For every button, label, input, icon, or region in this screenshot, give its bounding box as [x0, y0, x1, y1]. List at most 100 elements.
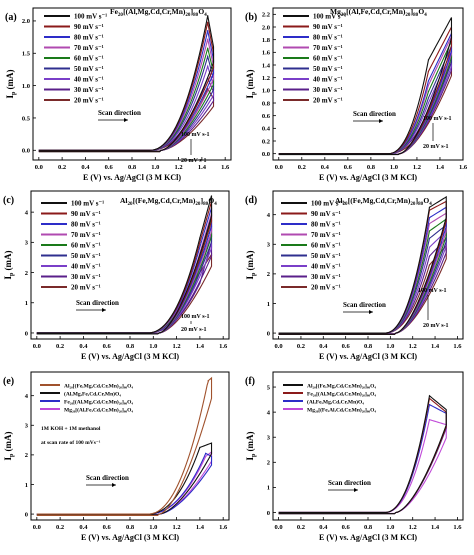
arrow-head: [369, 310, 373, 314]
x-tick-label: 0.0: [275, 343, 283, 350]
note-high-rate: 100 mV s-1: [181, 132, 210, 138]
title-subscript: 4: [424, 13, 427, 18]
series-peak-point: [427, 84, 430, 86]
x-tick-label: 1.4: [436, 164, 445, 171]
title-subscript: 4: [204, 13, 207, 18]
x-tick-label: 1.6: [221, 164, 230, 171]
y-tick-label: 1.5: [22, 51, 31, 58]
x-tick-label: 0.6: [342, 343, 351, 350]
series-peak-point: [427, 59, 430, 61]
x-tick-label: 1.0: [151, 164, 159, 171]
series-line-1: [278, 195, 447, 335]
legend-entry: 30 mV s⁻¹: [311, 273, 341, 281]
series-line-3: [278, 403, 447, 515]
y-label-main: I: [5, 95, 15, 99]
series-line-3: [36, 452, 213, 516]
x-tick-label: 1.2: [173, 343, 181, 350]
series-peak-point: [207, 47, 209, 49]
legend-entry: 100 mV s⁻¹: [71, 200, 104, 208]
legend-entry: 30 mV s⁻¹: [74, 86, 104, 94]
x-tick-label: 0.6: [103, 343, 112, 350]
note-high-rate: 100 mV s-1: [423, 116, 452, 122]
y-tick-label: 1: [267, 485, 270, 492]
series-peak-point: [207, 38, 209, 40]
title-subscript: 20: [343, 202, 349, 207]
series-line-1: [38, 15, 215, 153]
legend-entry: 90 mV s⁻¹: [313, 23, 343, 31]
legend-entry: 30 mV s⁻¹: [71, 273, 101, 281]
title-subscript: 20: [128, 202, 134, 207]
legend-entry: Fe₂₀[(Al,Mg,Cd,Cr,Mn)₂₀]₈₀O₄: [307, 391, 376, 398]
x-tick-label: 0.4: [81, 164, 90, 171]
legend-entry: 100 mV s⁻¹: [311, 200, 344, 208]
title-part: ]: [201, 196, 204, 205]
series-peak-point: [199, 446, 201, 449]
x-tick-label: 0.4: [319, 524, 328, 531]
x-tick-label: 1.4: [196, 524, 205, 531]
legend-entry: 50 mV s⁻¹: [74, 65, 104, 73]
y-tick-label: 1.2: [262, 75, 270, 82]
x-tick-label: 1.2: [175, 164, 183, 171]
scan-direction-label: Scan direction: [76, 299, 119, 307]
legend-entry: 40 mV s⁻¹: [71, 263, 101, 271]
series-peak-point: [205, 455, 207, 457]
x-tick-label: 0.8: [126, 343, 135, 350]
note-low-rate: 20 mV s-1: [423, 323, 449, 329]
y-label-main: I: [3, 457, 13, 461]
x-tick-label: 0.8: [128, 164, 137, 171]
series-peak-point: [207, 21, 209, 23]
series-peak-point: [205, 452, 207, 454]
plot-frame: [272, 7, 464, 161]
legend-entry: 80 mV s⁻¹: [71, 221, 101, 229]
title-subscript: 80: [413, 13, 419, 18]
y-tick-label: 0.0: [262, 151, 270, 158]
y-tick-label: 2: [25, 452, 28, 459]
series-peak-point: [428, 255, 431, 257]
legend-entry: 40 mV s⁻¹: [311, 263, 341, 271]
x-tick-label: 1.2: [413, 164, 421, 171]
legend-entry: 20 mV s⁻¹: [71, 284, 101, 292]
series-peak-point: [428, 230, 431, 232]
panel-title: Al20 [(Fe,Mg,Cd,Cr,Mn)20 ]80 O4: [120, 196, 217, 207]
series-peak-point: [199, 246, 201, 248]
title-part: ]: [416, 196, 419, 205]
y-axis-label: Ip (mA): [5, 69, 17, 98]
y-tick-label: 2.0: [262, 24, 270, 31]
y-tick-label: 2: [267, 271, 270, 278]
legend-entry: 50 mV s⁻¹: [311, 252, 341, 260]
x-tick-label: 1.4: [196, 343, 205, 350]
y-axis-label: Ip (mA): [3, 431, 15, 460]
legend-entry: Mg₂₀[(Fe,Al,Cd,Cr,Mn)₂₀]₈₀O₄: [307, 407, 376, 414]
legend-entry: 60 mV s⁻¹: [313, 55, 343, 63]
series-peak-point: [427, 80, 430, 82]
x-tick-label: 1.6: [459, 164, 468, 171]
y-tick-label: 2: [267, 460, 270, 467]
title-part: [(Fe,Mg,Cd,Cr,Mn): [133, 196, 196, 205]
y-tick-label: 0.5: [22, 115, 31, 122]
x-tick-label: 0.6: [105, 164, 114, 171]
series-peak-point: [199, 241, 201, 243]
y-label-unit: (mA): [245, 431, 255, 453]
legend-entry: 70 mV s⁻¹: [71, 231, 101, 239]
y-tick-label: 1.4: [262, 62, 271, 69]
note-high-rate: 100 mV s-1: [418, 288, 447, 294]
legend-entry: 70 mV s⁻¹: [74, 44, 104, 52]
series-line-2: [278, 397, 447, 515]
title-part: Al: [120, 196, 128, 205]
legend-entry: 60 mV s⁻¹: [71, 242, 101, 250]
panel-label: (c): [3, 195, 14, 206]
y-label-unit: (mA): [245, 250, 255, 272]
title-subscript: 20: [185, 13, 191, 18]
x-tick-label: 1.4: [431, 524, 440, 531]
y-axis-label: Ip (mA): [245, 250, 257, 279]
legend-entry: 100 mV s⁻¹: [74, 13, 107, 21]
legend-entry: 40 mV s⁻¹: [313, 76, 343, 84]
y-tick-label: 0.6: [262, 113, 271, 120]
x-tick-label: 0.0: [35, 164, 43, 171]
x-tick-label: 0.8: [367, 164, 376, 171]
y-tick-label: 0.0: [22, 148, 30, 155]
scan-direction-label: Scan direction: [343, 301, 386, 309]
y-label-sub: p: [11, 91, 17, 95]
series-line-4: [278, 36, 453, 155]
